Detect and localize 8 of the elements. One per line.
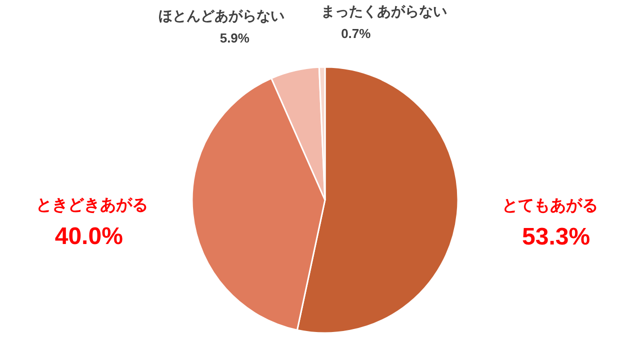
slice-label: ときどきあがる [36,197,148,214]
slice-label: ほとんどあがらない [158,8,284,24]
slice-label: まったくあがらない [321,3,448,20]
data-label: 0.7% [341,26,372,42]
data-label: 5.9% [220,30,250,46]
data-label: 40.0% [54,223,123,250]
data-label: 53.3% [522,224,590,251]
slice-label: とてもあがる [502,198,598,215]
